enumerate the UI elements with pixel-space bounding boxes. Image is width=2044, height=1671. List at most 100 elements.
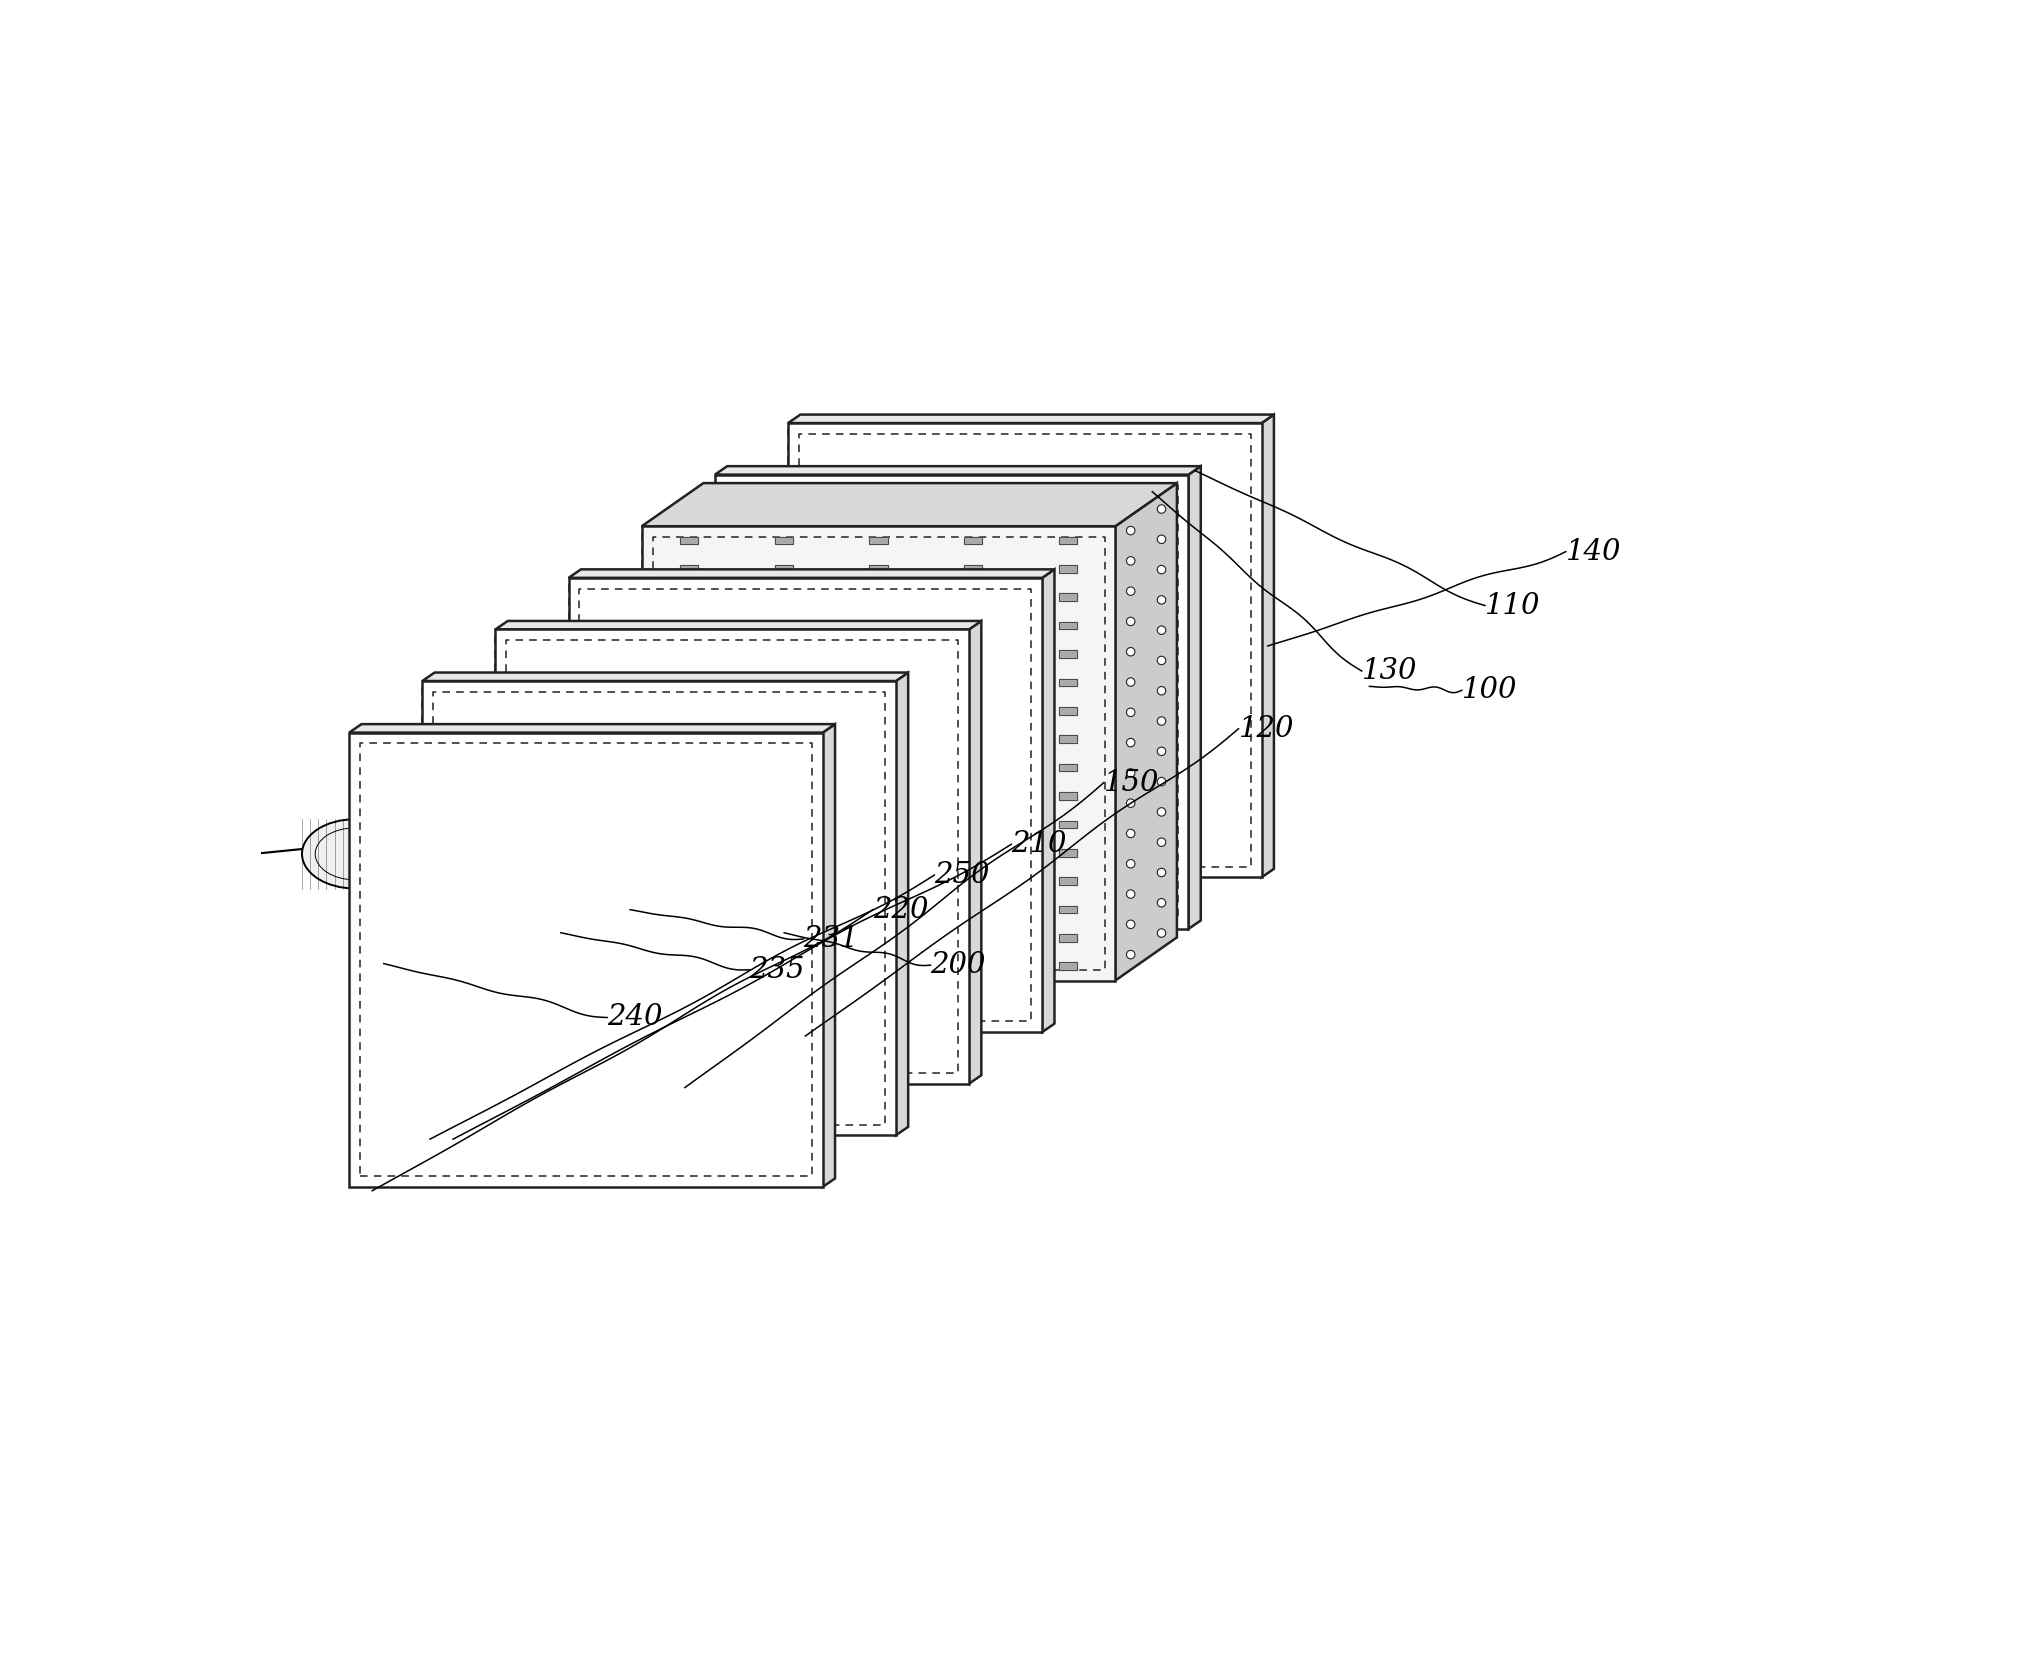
Bar xyxy=(775,962,793,971)
Bar xyxy=(681,735,699,744)
Bar xyxy=(681,962,699,971)
Bar xyxy=(869,934,887,942)
Bar xyxy=(965,536,983,545)
Bar xyxy=(1059,593,1077,602)
Bar xyxy=(965,764,983,772)
Bar xyxy=(965,593,983,602)
Polygon shape xyxy=(1188,466,1200,929)
Bar xyxy=(965,650,983,658)
Bar xyxy=(1059,906,1077,914)
Bar xyxy=(869,906,887,914)
Bar xyxy=(1059,849,1077,857)
Circle shape xyxy=(1157,595,1165,605)
Bar xyxy=(681,934,699,942)
Bar xyxy=(1059,707,1077,715)
Bar xyxy=(775,849,793,857)
Bar xyxy=(965,877,983,886)
Bar xyxy=(775,678,793,687)
Circle shape xyxy=(1157,627,1165,635)
Bar xyxy=(775,934,793,942)
Polygon shape xyxy=(715,475,1188,929)
Bar xyxy=(965,650,983,658)
Bar xyxy=(775,764,793,772)
Bar xyxy=(965,735,983,744)
Circle shape xyxy=(1157,535,1165,543)
Circle shape xyxy=(1126,678,1134,687)
Circle shape xyxy=(1126,587,1134,595)
Circle shape xyxy=(1157,929,1165,937)
Bar xyxy=(681,565,699,573)
Bar xyxy=(775,735,793,744)
Polygon shape xyxy=(715,466,1200,475)
Bar xyxy=(869,849,887,857)
Bar xyxy=(775,707,793,715)
Bar xyxy=(1059,735,1077,744)
Text: 130: 130 xyxy=(1361,657,1416,685)
Bar xyxy=(1059,764,1077,772)
Circle shape xyxy=(1126,859,1134,867)
Bar xyxy=(681,820,699,829)
Bar xyxy=(869,650,887,658)
Polygon shape xyxy=(350,732,822,1186)
Bar xyxy=(869,707,887,715)
Bar xyxy=(1059,536,1077,545)
Bar xyxy=(965,962,983,971)
Bar xyxy=(775,735,793,744)
Bar xyxy=(1059,792,1077,800)
Bar xyxy=(869,565,887,573)
Bar xyxy=(1059,650,1077,658)
Bar xyxy=(681,934,699,942)
Bar xyxy=(869,877,887,886)
Bar xyxy=(965,565,983,573)
Polygon shape xyxy=(350,724,836,732)
Bar xyxy=(681,622,699,630)
Bar xyxy=(869,792,887,800)
Bar xyxy=(681,792,699,800)
Bar xyxy=(869,565,887,573)
Bar xyxy=(775,678,793,687)
Bar xyxy=(775,906,793,914)
Bar xyxy=(681,622,699,630)
Bar xyxy=(681,764,699,772)
Bar xyxy=(869,962,887,971)
Circle shape xyxy=(1126,799,1134,807)
Ellipse shape xyxy=(303,819,409,889)
Ellipse shape xyxy=(431,810,450,836)
Bar xyxy=(965,849,983,857)
Bar xyxy=(1059,934,1077,942)
Bar xyxy=(869,820,887,829)
Bar xyxy=(1059,820,1077,829)
Bar xyxy=(869,962,887,971)
Polygon shape xyxy=(568,570,1055,578)
Bar xyxy=(775,565,793,573)
Bar xyxy=(869,536,887,545)
Polygon shape xyxy=(423,672,908,682)
Bar xyxy=(681,906,699,914)
Bar xyxy=(965,678,983,687)
Bar xyxy=(681,707,699,715)
Bar xyxy=(775,792,793,800)
Circle shape xyxy=(1157,869,1165,877)
Polygon shape xyxy=(789,414,1273,423)
Bar xyxy=(681,764,699,772)
Bar xyxy=(965,906,983,914)
Bar xyxy=(681,707,699,715)
Polygon shape xyxy=(568,578,1042,1033)
Bar xyxy=(775,622,793,630)
Bar xyxy=(869,650,887,658)
Bar xyxy=(681,565,699,573)
Bar xyxy=(681,593,699,602)
Bar xyxy=(775,707,793,715)
Bar xyxy=(869,678,887,687)
Bar xyxy=(869,593,887,602)
Polygon shape xyxy=(495,630,969,1084)
Bar xyxy=(775,565,793,573)
Bar xyxy=(775,906,793,914)
Bar xyxy=(1059,650,1077,658)
Bar xyxy=(775,536,793,545)
Text: 240: 240 xyxy=(607,1004,662,1031)
Bar xyxy=(775,877,793,886)
Bar xyxy=(869,764,887,772)
Text: 231: 231 xyxy=(803,926,858,952)
Text: 100: 100 xyxy=(1461,677,1517,703)
